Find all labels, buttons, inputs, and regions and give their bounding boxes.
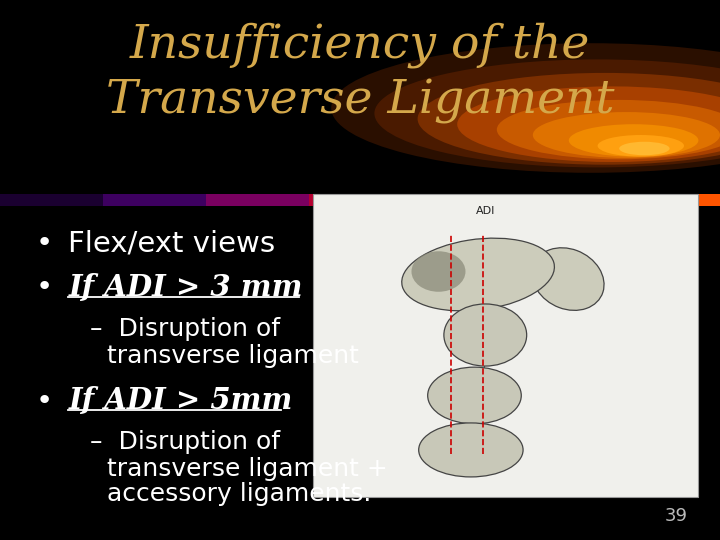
Text: If ADI > 5mm: If ADI > 5mm <box>68 386 293 415</box>
Bar <box>0 194 103 206</box>
Text: accessory ligaments.: accessory ligaments. <box>107 482 371 506</box>
Ellipse shape <box>418 73 720 165</box>
Ellipse shape <box>331 43 720 173</box>
Ellipse shape <box>419 423 523 477</box>
Text: transverse ligament: transverse ligament <box>107 345 359 368</box>
Text: •: • <box>36 273 53 301</box>
Ellipse shape <box>444 304 527 366</box>
Text: transverse ligament +: transverse ligament + <box>107 457 387 481</box>
Ellipse shape <box>428 367 521 424</box>
Text: •: • <box>36 387 53 415</box>
Bar <box>411 194 514 206</box>
Ellipse shape <box>402 238 554 311</box>
Text: Flex/ext views: Flex/ext views <box>68 229 276 257</box>
Ellipse shape <box>598 135 684 157</box>
Ellipse shape <box>374 59 720 167</box>
Ellipse shape <box>457 86 720 162</box>
Ellipse shape <box>569 124 698 157</box>
Text: –  Disruption of: – Disruption of <box>90 430 280 454</box>
Bar <box>313 194 698 497</box>
Text: If ADI > 3 mm: If ADI > 3 mm <box>68 273 303 302</box>
Bar <box>103 194 206 206</box>
Ellipse shape <box>497 100 720 159</box>
Text: 39: 39 <box>665 507 688 525</box>
Ellipse shape <box>412 251 466 292</box>
Text: •: • <box>36 229 53 257</box>
Bar <box>309 194 411 206</box>
Bar <box>206 194 309 206</box>
Ellipse shape <box>619 141 670 156</box>
Text: Insufficiency of the
Transverse Ligament: Insufficiency of the Transverse Ligament <box>106 22 614 124</box>
Ellipse shape <box>532 248 604 310</box>
Ellipse shape <box>533 112 720 158</box>
Bar <box>617 194 720 206</box>
Text: ADI: ADI <box>476 206 495 217</box>
Bar <box>514 194 617 206</box>
Text: –  Disruption of: – Disruption of <box>90 318 280 341</box>
